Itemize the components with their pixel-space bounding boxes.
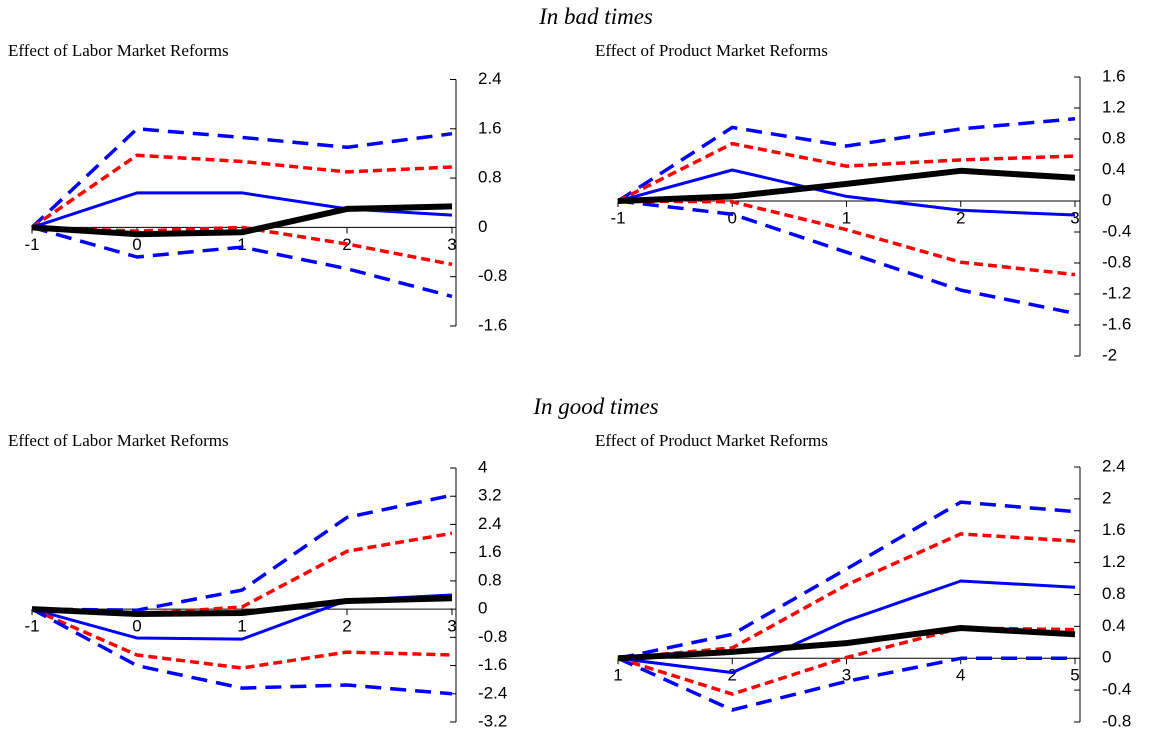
series-line xyxy=(31,493,453,612)
x-tick-label: -1 xyxy=(24,617,39,636)
series-line xyxy=(617,199,1076,277)
y-tick-label: 1.6 xyxy=(478,118,502,137)
x-tick-label: 2 xyxy=(728,666,737,685)
series-line xyxy=(31,607,453,696)
y-tick-label: -1.6 xyxy=(1102,314,1131,333)
series-line xyxy=(31,607,453,670)
y-tick-label: 0.8 xyxy=(1102,128,1126,147)
series-line xyxy=(617,141,1076,203)
x-tick-label: 5 xyxy=(1070,666,1079,685)
series-line xyxy=(31,153,453,229)
y-tick-label: 0.8 xyxy=(478,168,502,187)
y-tick-label: 2.4 xyxy=(478,514,502,533)
y-tick-label: 0.8 xyxy=(478,570,502,589)
y-tick-label: -0.4 xyxy=(1102,680,1131,699)
y-tick-label: 1.2 xyxy=(1102,552,1126,571)
series-line xyxy=(31,203,453,238)
y-tick-label: -1.2 xyxy=(1102,283,1131,302)
x-tick-label: 1 xyxy=(842,208,851,227)
x-tick-label: 4 xyxy=(956,666,965,685)
y-tick-label: -0.8 xyxy=(1102,711,1131,730)
chart-title: Effect of Labor Market Reforms xyxy=(8,431,229,450)
chart-title: Effect of Product Market Reforms xyxy=(595,431,828,450)
x-tick-label: 0 xyxy=(132,617,141,636)
y-tick-label: 1.6 xyxy=(1102,520,1126,539)
y-tick-label: 2.4 xyxy=(1102,456,1126,475)
x-tick-label: 1 xyxy=(237,617,246,636)
y-tick-label: -0.4 xyxy=(1102,221,1131,240)
series-line xyxy=(31,595,453,617)
y-tick-label: 0 xyxy=(1102,648,1111,667)
series-line xyxy=(617,167,1076,204)
y-tick-label: 0 xyxy=(478,599,487,618)
y-tick-label: 0.4 xyxy=(1102,159,1126,178)
chart-title: Effect of Labor Market Reforms xyxy=(8,41,229,60)
y-tick-label: 3.2 xyxy=(478,486,502,505)
series-line xyxy=(617,117,1076,203)
series-line xyxy=(617,199,1076,316)
series-line xyxy=(617,168,1076,217)
section-heading: In bad times xyxy=(538,4,653,29)
y-tick-label: 0 xyxy=(478,217,487,236)
y-tick-label: -0.8 xyxy=(478,266,507,285)
series-line xyxy=(617,625,1076,662)
x-tick-label: 0 xyxy=(132,235,141,254)
y-tick-label: 2 xyxy=(1102,488,1111,507)
y-tick-label: 2.4 xyxy=(478,69,502,88)
y-tick-label: 4 xyxy=(478,457,487,476)
y-tick-label: 1.6 xyxy=(1102,66,1126,85)
y-tick-label: 0.4 xyxy=(1102,616,1126,635)
series-line xyxy=(617,579,1076,675)
series-line xyxy=(617,532,1076,661)
x-tick-label: 3 xyxy=(842,666,851,685)
y-tick-label: -0.8 xyxy=(478,627,507,646)
y-tick-label: 1.2 xyxy=(1102,97,1126,116)
y-tick-label: 0.8 xyxy=(1102,584,1126,603)
section-heading: In good times xyxy=(532,394,658,419)
y-tick-label: -2.4 xyxy=(478,683,507,702)
chart-title: Effect of Product Market Reforms xyxy=(595,41,828,60)
y-tick-label: -1.6 xyxy=(478,315,507,334)
x-tick-label: 0 xyxy=(728,208,737,227)
x-tick-label: 3 xyxy=(447,617,456,636)
x-tick-label: 3 xyxy=(1070,208,1079,227)
y-tick-label: -1.6 xyxy=(478,655,507,674)
x-tick-label: -1 xyxy=(610,208,625,227)
y-tick-label: -2 xyxy=(1102,345,1117,364)
series-line xyxy=(617,500,1076,661)
y-tick-label: 0 xyxy=(1102,190,1111,209)
y-tick-label: 1.6 xyxy=(478,542,502,561)
x-tick-label: 1 xyxy=(237,235,246,254)
x-tick-label: 1 xyxy=(613,666,622,685)
series-line xyxy=(30,127,453,229)
x-tick-label: -1 xyxy=(24,235,39,254)
x-tick-label: 2 xyxy=(956,208,965,227)
series-line xyxy=(31,225,453,299)
y-tick-label: -3.2 xyxy=(478,711,507,730)
x-tick-label: 3 xyxy=(447,235,456,254)
series-line xyxy=(617,656,1075,712)
y-tick-label: -0.8 xyxy=(1102,252,1131,271)
x-tick-label: 2 xyxy=(342,617,351,636)
